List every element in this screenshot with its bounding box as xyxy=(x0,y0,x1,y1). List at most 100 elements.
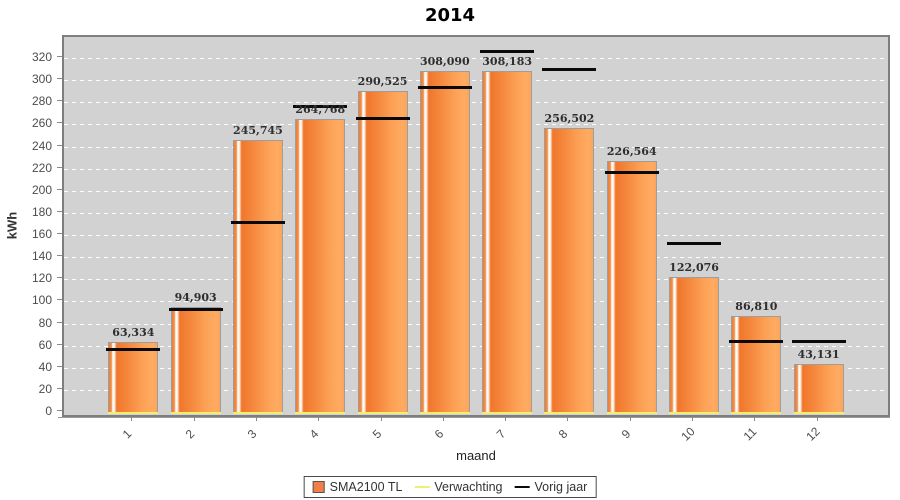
x-tick-mark xyxy=(629,417,631,421)
gridline xyxy=(64,235,888,236)
y-tick-mark xyxy=(57,56,62,58)
vorig-jaar-line xyxy=(168,308,223,312)
y-tick-label: 300 xyxy=(31,72,52,87)
value-label: 245,745 xyxy=(233,124,283,138)
bar-month-9[interactable] xyxy=(606,161,657,413)
y-tick-label: 60 xyxy=(38,337,52,352)
value-label: 308,090 xyxy=(419,55,470,69)
vorig-jaar-line xyxy=(293,104,348,108)
line-swatch-icon xyxy=(414,486,430,488)
gridline xyxy=(64,58,888,60)
verwachting-line xyxy=(357,411,408,414)
y-tick-label: 120 xyxy=(31,271,52,286)
bar-month-12[interactable] xyxy=(793,364,844,413)
y-tick-mark xyxy=(57,144,62,146)
y-tick-label: 20 xyxy=(38,381,52,396)
gridline xyxy=(64,323,888,325)
y-tick-mark xyxy=(57,387,62,389)
bar-month-11[interactable] xyxy=(731,315,782,413)
x-axis-line xyxy=(58,417,890,418)
y-tick-mark xyxy=(57,299,62,301)
x-tick-mark xyxy=(380,417,382,421)
x-axis-title: maand xyxy=(456,448,496,463)
y-tick-mark xyxy=(57,343,62,345)
x-tick-mark xyxy=(505,417,507,421)
value-label: 308,183 xyxy=(482,55,533,69)
y-tick-label: 40 xyxy=(38,359,52,374)
x-tick-mark xyxy=(193,417,195,421)
x-tick-mark xyxy=(255,417,257,421)
vorig-jaar-line xyxy=(604,170,659,174)
x-tick-mark xyxy=(816,417,818,421)
legend-item-sma2100: SMA2100 TL xyxy=(312,480,403,494)
bar-month-4[interactable] xyxy=(295,119,346,413)
y-tick-mark xyxy=(57,166,62,168)
plot-area: 63,334 94,903 245,745 264,768 290,525 308,090… xyxy=(62,35,890,417)
verwachting-line xyxy=(544,411,595,414)
verwachting-line xyxy=(482,411,533,414)
legend-label: Verwachting xyxy=(434,480,503,494)
y-tick-label: 160 xyxy=(31,227,52,241)
vorig-jaar-line xyxy=(230,220,285,224)
y-tick-label: 180 xyxy=(31,204,52,219)
y-tick-label: 200 xyxy=(31,182,52,197)
bar-month-7[interactable] xyxy=(482,71,533,413)
y-tick-label: 0 xyxy=(45,404,52,418)
y-tick-label: 80 xyxy=(38,315,52,330)
gridline xyxy=(64,80,888,82)
verwachting-line xyxy=(419,411,470,414)
y-tick-label: 320 xyxy=(31,50,52,65)
x-tick-mark xyxy=(318,417,320,421)
bar-month-2[interactable] xyxy=(170,307,221,413)
verwachting-line xyxy=(793,411,844,414)
value-label: 43,131 xyxy=(797,348,840,362)
gridline xyxy=(64,124,888,126)
vorig-jaar-line xyxy=(791,340,846,344)
verwachting-line xyxy=(108,411,159,414)
verwachting-line xyxy=(232,411,283,414)
verwachting-line xyxy=(731,411,782,414)
y-tick-mark xyxy=(57,122,62,124)
value-label: 264,768 xyxy=(295,103,346,117)
legend-item-vorig-jaar: Vorig jaar xyxy=(514,480,587,494)
bar-month-5[interactable] xyxy=(357,90,408,413)
vorig-jaar-line xyxy=(667,241,722,245)
vorig-jaar-line xyxy=(729,340,784,344)
y-tick-label: 260 xyxy=(31,116,52,131)
y-tick-mark xyxy=(57,188,62,190)
y-tick-mark xyxy=(57,277,62,279)
gridline xyxy=(64,367,888,369)
value-label: 290,525 xyxy=(357,74,408,88)
verwachting-line xyxy=(295,411,346,414)
y-tick-mark xyxy=(57,78,62,80)
x-tick-mark xyxy=(692,417,694,421)
legend-label: SMA2100 TL xyxy=(329,480,403,494)
bar-month-6[interactable] xyxy=(419,71,470,413)
legend-item-verwachting: Verwachting xyxy=(414,480,503,494)
gridline xyxy=(64,279,888,281)
vorig-jaar-line xyxy=(480,50,535,54)
value-label: 63,334 xyxy=(112,325,155,339)
gridline xyxy=(64,301,888,303)
vorig-jaar-line xyxy=(417,85,472,89)
gridline xyxy=(64,345,888,347)
value-label: 226,564 xyxy=(606,145,657,159)
gridline xyxy=(64,389,888,391)
bar-month-10[interactable] xyxy=(669,276,720,413)
bar-month-1[interactable] xyxy=(108,341,159,413)
verwachting-line xyxy=(170,411,221,414)
vorig-jaar-line xyxy=(355,116,410,120)
value-label: 122,076 xyxy=(669,260,719,274)
x-tick-mark xyxy=(567,417,569,421)
y-tick-label: 220 xyxy=(31,160,52,175)
y-tick-mark xyxy=(57,410,62,411)
line-swatch-icon xyxy=(514,486,530,488)
y-tick-label: 240 xyxy=(31,138,52,153)
gridline xyxy=(64,212,888,214)
gridline xyxy=(64,257,888,259)
bar-month-3[interactable] xyxy=(232,140,283,413)
gridline xyxy=(64,146,888,148)
x-tick-mark xyxy=(131,417,133,421)
bar-month-8[interactable] xyxy=(544,128,595,413)
